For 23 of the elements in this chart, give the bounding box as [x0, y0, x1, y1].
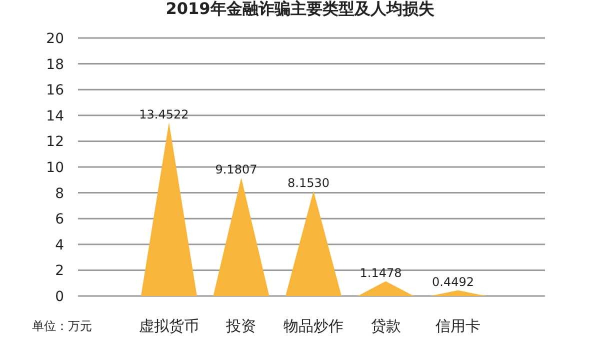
- text: 单位：万元: [32, 319, 92, 333]
- x-tick-label: 投资: [225, 317, 256, 335]
- y-tick-label: 4: [55, 237, 64, 254]
- x-tick-label: 信用卡: [436, 317, 481, 335]
- y-tick-label: 14: [46, 108, 64, 124]
- x-tick-label: 物品炒作: [284, 317, 344, 335]
- chart-title: 2019年金融诈骗主要类型及人均损失: [166, 0, 434, 18]
- y-tick-label: 16: [46, 82, 64, 99]
- y-tick-label: 6: [55, 212, 64, 228]
- data-label: 0.4492: [432, 275, 474, 290]
- y-tick-label: 12: [46, 134, 64, 150]
- x-tick-label: 虚拟货币: [138, 317, 199, 335]
- data-label: 13.4522: [139, 107, 189, 122]
- y-tick-label: 18: [46, 56, 64, 73]
- y-tick-label: 8: [55, 186, 64, 202]
- y-tick-label: 10: [46, 160, 64, 176]
- y-tick-label: 0: [55, 289, 64, 305]
- y-tick-label: 20: [46, 31, 64, 47]
- data-label: 9.1807: [215, 162, 258, 177]
- data-label: 8.1530: [288, 176, 330, 190]
- x-tick-label: 贷款: [370, 317, 401, 335]
- data-label: 1.1478: [360, 266, 402, 280]
- y-tick-label: 2: [55, 263, 64, 280]
